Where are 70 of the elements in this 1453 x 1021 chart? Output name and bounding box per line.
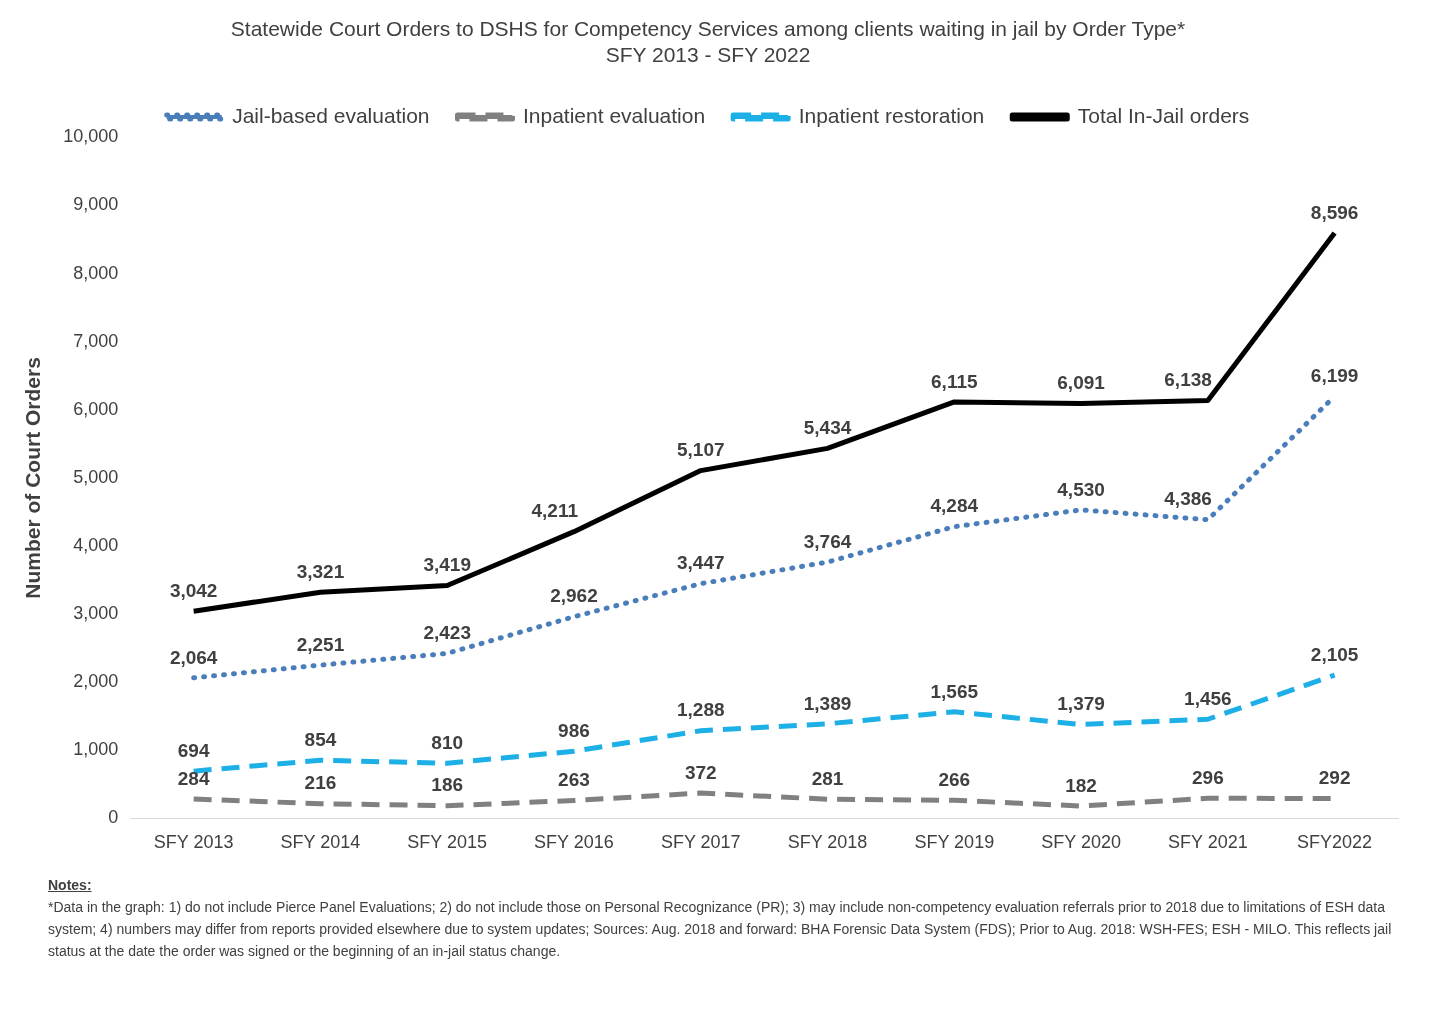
y-tick-label: 0: [108, 807, 119, 828]
data-label: 6,138: [1164, 369, 1212, 391]
y-tick-label: 8,000: [73, 262, 119, 283]
y-tick-label: 4,000: [73, 534, 119, 555]
data-label: 263: [558, 769, 590, 791]
data-label: 4,211: [531, 500, 579, 522]
legend-label: Jail-based evaluation: [232, 103, 430, 127]
data-label: 266: [938, 769, 971, 791]
chart-title: Statewide Court Orders to DSHS for Competency Services among clients waiting in jail by Order Type*: [230, 17, 1186, 41]
data-label: 6,115: [931, 370, 978, 392]
y-tick-label: 3,000: [73, 603, 119, 624]
data-label: 2,962: [550, 585, 598, 607]
data-label: 1,288: [676, 699, 725, 721]
data-label: 2,064: [169, 646, 218, 668]
x-tick-label: SFY 2018: [787, 832, 868, 853]
data-label: 4,530: [1057, 478, 1105, 500]
legend-label: Inpatient evaluation: [522, 103, 706, 127]
data-label: 5,107: [676, 439, 725, 461]
y-tick-label: 6,000: [73, 398, 119, 419]
y-tick-label: 5,000: [73, 466, 119, 487]
chart-subtitle: SFY 2013 - SFY 2022: [605, 42, 811, 66]
x-tick-label: SFY2022: [1297, 832, 1373, 853]
y-tick-label: 9,000: [73, 194, 119, 215]
data-label: 216: [304, 772, 337, 794]
x-tick-label: SFY 2019: [914, 832, 995, 853]
data-label: 1,389: [803, 692, 852, 714]
data-label: 182: [1065, 774, 1097, 796]
data-label: 3,042: [169, 579, 218, 601]
data-label: 6,091: [1057, 372, 1106, 394]
legend-label: Total In-Jail orders: [1077, 103, 1250, 127]
data-label: 2,251: [296, 633, 345, 655]
data-label: 8,596: [1310, 201, 1359, 223]
data-label: 186: [431, 774, 464, 796]
x-tick-label: SFY 2015: [407, 832, 488, 853]
data-label: 854: [304, 728, 337, 750]
x-tick-label: SFY 2014: [280, 832, 361, 853]
x-tick-label: SFY 2020: [1041, 832, 1121, 853]
data-label: 3,764: [803, 530, 852, 552]
data-label: 292: [1318, 767, 1351, 789]
data-label: 2,105: [1310, 643, 1359, 665]
y-axis-title: Number of Court Orders: [21, 357, 45, 599]
x-tick-label: SFY 2021: [1167, 832, 1248, 853]
data-label: 4,284: [930, 495, 979, 517]
data-label: 284: [177, 767, 210, 789]
data-label: 2,423: [423, 622, 471, 644]
data-label: 1,379: [1057, 693, 1105, 715]
data-label: 3,419: [423, 554, 471, 576]
data-label: 986: [558, 719, 590, 741]
data-label: 6,199: [1310, 364, 1359, 386]
data-label: 4,386: [1164, 488, 1212, 510]
x-tick-label: SFY 2017: [660, 832, 741, 853]
data-label: 1,565: [930, 680, 979, 702]
text: Notes:: [48, 876, 93, 895]
x-tick-label: SFY 2013: [153, 832, 234, 853]
data-label: 296: [1191, 766, 1224, 788]
y-tick-label: 7,000: [73, 330, 119, 351]
text: *Data in the graph: 1) do not include Pierce Panel Evaluations; 2) do not include those on Personal Recognizance (PR); 3) may include non-competency evaluation referrals prior to 2018 due to limitations of ESH data system; 4) numbers may differ from reports provided elsewhere due to system updates; Sources: Aug. 2018 and forward: BHA Forensic Data System (FDS); Prior to Aug. 2018: WSH-FES; ESH - MILO. This reflects jail status at the date the order was signed or the beginning of an in-jail status change.: [48, 898, 1393, 961]
data-label: 1,456: [1184, 687, 1232, 709]
data-label: 3,321: [296, 560, 345, 582]
data-label: 3,447: [676, 552, 725, 574]
data-label: 5,434: [803, 417, 852, 439]
data-label: 372: [684, 761, 717, 783]
data-label: 281: [811, 768, 844, 789]
legend-label: Inpatient restoration: [798, 103, 985, 127]
x-tick-label: SFY 2016: [534, 832, 614, 853]
data-label: 810: [431, 731, 464, 753]
y-tick-label: 2,000: [73, 671, 119, 692]
y-tick-label: 10,000: [63, 126, 119, 147]
data-label: 694: [177, 739, 210, 761]
y-tick-label: 1,000: [73, 739, 119, 760]
